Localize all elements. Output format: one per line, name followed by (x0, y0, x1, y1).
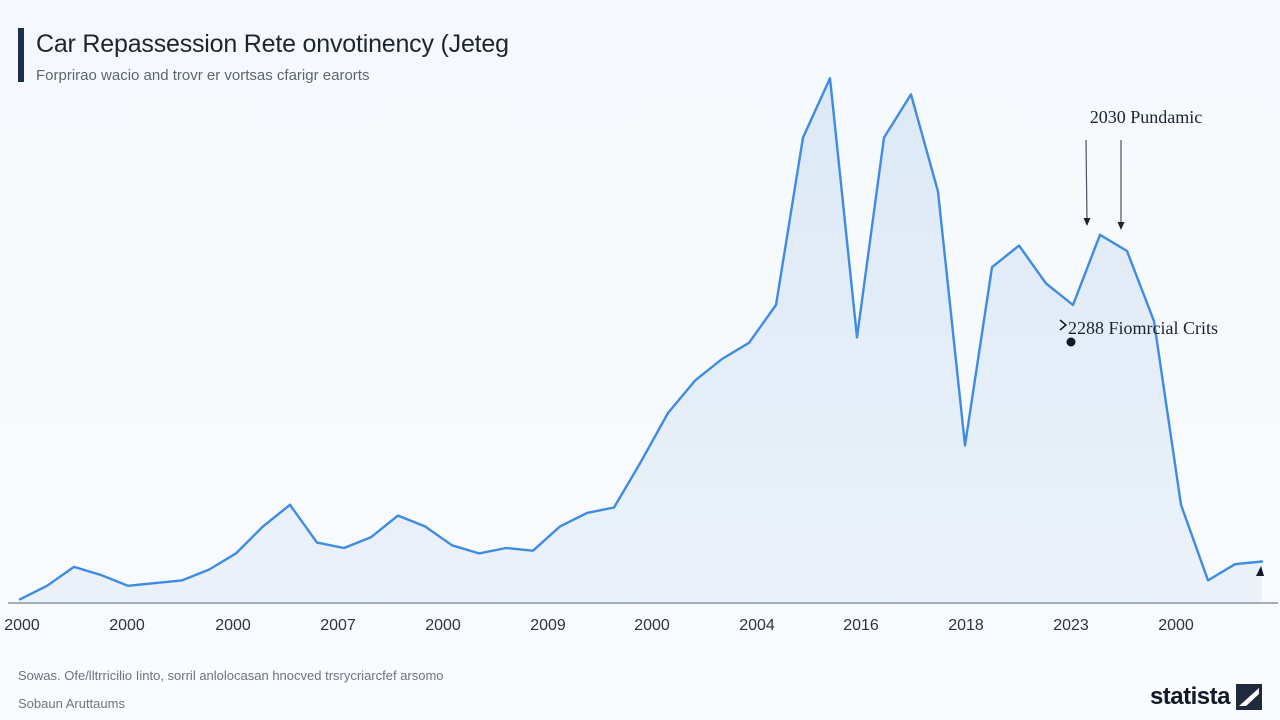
x-tick-label: 2004 (739, 617, 775, 634)
annotation-financial-crisis-label: 2288 Fiomrcial Crits (1068, 318, 1218, 338)
title-accent-bar (18, 28, 24, 82)
chart-title: Car Repassession Rete onvotinency (Jeteg (36, 30, 509, 58)
end-marker-icon (1256, 566, 1264, 576)
chart-subtitle: Forprirao wacio and trovr er vortsas cfa… (36, 67, 370, 84)
x-tick-label: 2018 (948, 617, 984, 634)
series-area (20, 78, 1262, 602)
x-tick-label: 2000 (215, 617, 251, 634)
x-tick-label: 2000 (634, 617, 670, 634)
x-tick-label: 2016 (843, 617, 879, 634)
annotation-arrow-right-icon (1117, 222, 1125, 230)
series-line (18, 77, 1264, 601)
source-note: Sowas. Ofe/lltrricilio Iinto, sorril anl… (18, 668, 444, 683)
x-tick-label: 2007 (320, 617, 356, 634)
annotation-chevron-icon (1059, 319, 1068, 331)
brand[interactable]: statista (1149, 683, 1262, 710)
x-tick-label: 2000 (425, 617, 461, 634)
x-tick-label: 2009 (530, 617, 566, 634)
annotation-pandemic-label: 2030 Pundamic (1090, 107, 1203, 127)
annotation-marker-dot (1066, 337, 1076, 347)
annotation-pointer-left (1085, 139, 1088, 223)
brand-name: statista (1149, 683, 1231, 710)
annotation-arrow-left-icon (1083, 218, 1091, 226)
secondary-note: Sobaun Aruttaums (18, 696, 125, 711)
x-tick-label: 2000 (109, 617, 145, 634)
brand-logo-icon (1236, 684, 1262, 710)
x-tick-label: 2000 (1158, 617, 1194, 634)
x-tick-label: 2000 (4, 617, 40, 634)
x-tick-label: 2023 (1053, 617, 1089, 634)
